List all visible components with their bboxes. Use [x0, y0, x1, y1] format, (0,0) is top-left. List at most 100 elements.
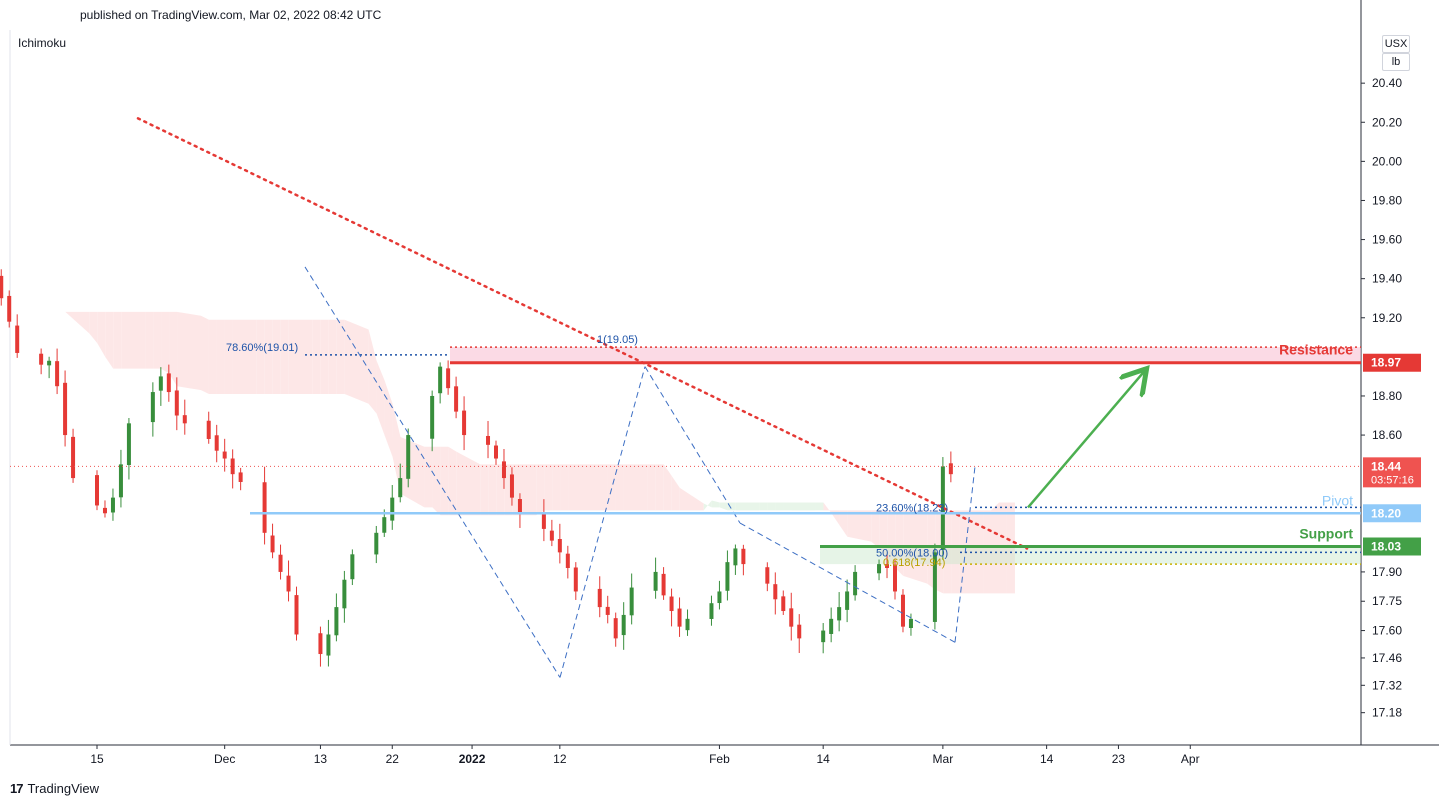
fib-label: 23.60%(18.23) — [876, 502, 948, 514]
cloud-segment — [256, 319, 265, 395]
cloud-segment — [328, 319, 337, 395]
fib-label: 0.618(17.94) — [883, 557, 945, 569]
candle-body — [821, 630, 826, 643]
x-tick-label: 14 — [1040, 752, 1054, 766]
candle-body — [47, 360, 52, 366]
cloud-segment — [105, 311, 114, 369]
y-tick-label: 20.40 — [1372, 76, 1402, 90]
candle-body — [605, 606, 610, 615]
candle-body — [238, 472, 243, 482]
cloud-segment — [288, 319, 313, 395]
candle-body — [765, 567, 770, 584]
candle-body — [893, 564, 897, 592]
support-zone — [820, 546, 1361, 565]
last-price-tag-bg — [1363, 457, 1421, 488]
cloud-segment — [224, 319, 233, 395]
x-tick-label: 15 — [90, 752, 104, 766]
cloud-segment — [839, 510, 848, 537]
y-tick-label: 17.90 — [1372, 565, 1402, 579]
cloud-segment — [735, 502, 760, 511]
cloud-segment — [512, 464, 537, 516]
candle-body — [214, 435, 219, 451]
cloud-segment — [592, 464, 600, 511]
candle-body — [95, 475, 99, 506]
x-tick-label: Apr — [1181, 752, 1200, 766]
candlestick-series — [0, 269, 953, 667]
cloud-segment — [895, 510, 904, 576]
last-price-tag-text: 18.44 — [1371, 459, 1401, 473]
candle-body — [286, 575, 291, 592]
axes: 20.40 20.20 20.00 19.80 19.60 19.40 19.20 18.80… — [90, 76, 1402, 766]
candle-body — [230, 458, 235, 475]
candle-body — [781, 596, 786, 612]
cloud-segment — [727, 502, 736, 511]
cloud-segment — [169, 311, 178, 387]
candle-body — [222, 451, 227, 459]
candle-body — [773, 584, 778, 600]
x-tick-label: Feb — [709, 752, 730, 766]
candle-body — [342, 579, 347, 609]
cloud-segment — [320, 319, 329, 395]
candle-body — [557, 539, 562, 553]
candle-body — [166, 373, 171, 393]
candle-body — [653, 571, 658, 591]
candle-body — [517, 499, 522, 514]
candle-body — [158, 376, 163, 391]
candle-body — [565, 553, 570, 569]
candle-body — [932, 552, 937, 622]
pivot-price-tag-text: 18.20 — [1371, 506, 1401, 520]
candle-body — [685, 618, 690, 631]
pivot-label: Pivot — [1322, 492, 1353, 508]
cloud-segment — [89, 311, 98, 344]
candle-body — [206, 420, 211, 439]
candle-body — [182, 415, 187, 424]
candle-body — [541, 512, 546, 529]
x-tick-label: Mar — [933, 752, 954, 766]
cloud-segment — [663, 464, 672, 511]
resistance-label: Resistance — [1279, 342, 1353, 358]
candle-body — [501, 461, 506, 479]
candle-body — [725, 562, 730, 591]
cloud-segment — [201, 315, 209, 395]
cloud-segment — [368, 329, 377, 414]
candle-body — [494, 445, 498, 459]
candle-body — [71, 436, 76, 479]
cloud-segment — [887, 510, 896, 569]
candle-body — [110, 497, 115, 513]
cloud-segment — [815, 502, 824, 511]
candle-body — [677, 608, 682, 627]
cloud-segment — [791, 502, 816, 511]
cloud-segment — [344, 319, 369, 404]
candle-body — [126, 423, 131, 466]
cloud-segment — [424, 446, 433, 508]
y-tick-label: 19.80 — [1372, 193, 1402, 207]
candle-body — [438, 366, 443, 394]
tradingview-logo-icon: 17 — [10, 781, 24, 796]
cloud-segment — [272, 319, 281, 395]
y-tick-label: 17.60 — [1372, 624, 1402, 638]
tradingview-brand[interactable]: 17 TradingView — [10, 781, 99, 796]
currency-unit-button[interactable]: USX — [1382, 35, 1410, 53]
x-tick-label: 22 — [386, 752, 400, 766]
cloud-segment — [847, 510, 872, 542]
y-tick-label: 18.60 — [1372, 428, 1402, 442]
level-zones — [450, 347, 1361, 565]
cloud-segment — [65, 311, 90, 334]
cloud-segment — [113, 311, 122, 369]
x-tick-label: 2022 — [459, 752, 486, 766]
cloud-segment — [544, 464, 553, 511]
candle-body — [669, 596, 674, 612]
cloud-segment — [376, 360, 385, 436]
pivot-price-tag-bg — [1363, 504, 1421, 523]
candle-body — [661, 573, 666, 596]
candle-body — [797, 624, 802, 639]
cloud-segment — [600, 464, 608, 511]
cloud-segment — [216, 319, 225, 395]
y-tick-label: 20.20 — [1372, 115, 1402, 129]
weight-unit-button[interactable]: lb — [1382, 53, 1410, 71]
candle-body — [573, 567, 578, 592]
candle-body — [613, 618, 618, 639]
candle-body — [262, 482, 267, 533]
drawing-labels: Resistance Pivot Support 18.97 18.4403:57:16… — [226, 334, 1421, 569]
